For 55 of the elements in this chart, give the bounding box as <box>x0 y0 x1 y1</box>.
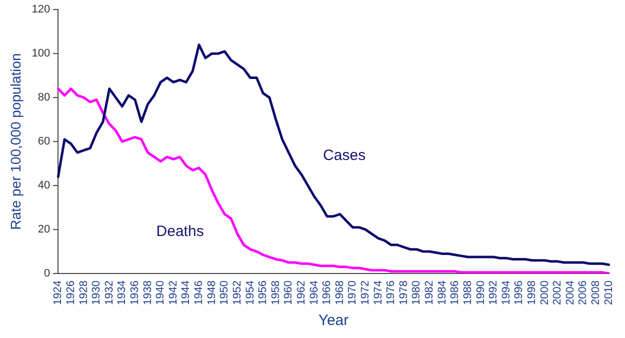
x-tick-label: 1994 <box>500 280 512 306</box>
x-tick-label: 1960 <box>282 280 295 306</box>
x-tick-label: 2002 <box>552 280 564 306</box>
y-tick-label: 80 <box>38 92 50 104</box>
y-tick-label: 20 <box>38 224 50 236</box>
x-tick-label: 1942 <box>167 280 180 306</box>
x-tick-label: 2008 <box>590 280 602 306</box>
x-tick-label: 1946 <box>193 280 206 306</box>
x-tick-label: 1978 <box>398 280 410 306</box>
x-tick-label: 1956 <box>257 280 270 306</box>
y-tick-label: 120 <box>32 4 50 16</box>
x-tick-label: 1948 <box>206 280 218 306</box>
x-tick-label: 1966 <box>321 280 334 306</box>
x-tick-label: 1934 <box>116 280 128 306</box>
x-tick-label: 1996 <box>513 280 526 306</box>
series-label: Cases <box>323 146 366 164</box>
series-label: Deaths <box>156 223 204 240</box>
x-tick-label: 1980 <box>410 280 423 306</box>
y-tick-label: 0 <box>44 268 50 280</box>
x-tick-label: 1938 <box>142 280 154 306</box>
x-tick-label: 1944 <box>180 280 192 306</box>
x-tick-label: 1976 <box>385 280 398 306</box>
x-tick-label: 1964 <box>308 280 320 306</box>
x-tick-label: 2006 <box>577 280 590 306</box>
x-tick-label: 1962 <box>295 280 308 306</box>
x-tick-label: 1992 <box>488 280 500 306</box>
x-tick-label: 1950 <box>218 280 231 306</box>
x-tick-label: 1970 <box>346 280 359 306</box>
x-tick-label: 1928 <box>78 280 90 306</box>
x-tick-label: 1940 <box>154 280 167 306</box>
x-tick-label: 1954 <box>244 280 256 306</box>
x-tick-label: 1952 <box>231 280 244 306</box>
y-tick-label: 60 <box>38 136 50 148</box>
x-tick-label: 1926 <box>64 280 77 306</box>
x-tick-label: 1936 <box>129 280 142 306</box>
x-tick-label: 1972 <box>360 280 372 306</box>
x-axis-title: Year <box>318 312 349 330</box>
x-tick-label: 1988 <box>462 280 474 306</box>
x-tick-label: 1984 <box>436 280 448 306</box>
x-tick-label: 2010 <box>602 280 615 306</box>
x-tick-label: 2004 <box>564 280 576 306</box>
x-tick-label: 1930 <box>90 280 103 306</box>
x-tick-label: 1924 <box>52 280 64 306</box>
x-tick-label: 1982 <box>424 280 436 306</box>
x-tick-label: 1986 <box>449 280 462 306</box>
x-tick-label: 1974 <box>372 280 384 306</box>
x-tick-label: 2000 <box>538 280 551 306</box>
y-tick-label: 40 <box>38 180 50 192</box>
y-tick-label: 100 <box>32 48 50 60</box>
x-tick-label: 1990 <box>474 280 487 306</box>
y-axis-title: Rate per 100,000 population <box>7 53 24 230</box>
x-tick-label: 1958 <box>270 280 282 306</box>
x-tick-label: 1968 <box>334 280 346 306</box>
x-tick-label: 1998 <box>526 280 538 306</box>
x-tick-label: 1932 <box>103 280 116 306</box>
